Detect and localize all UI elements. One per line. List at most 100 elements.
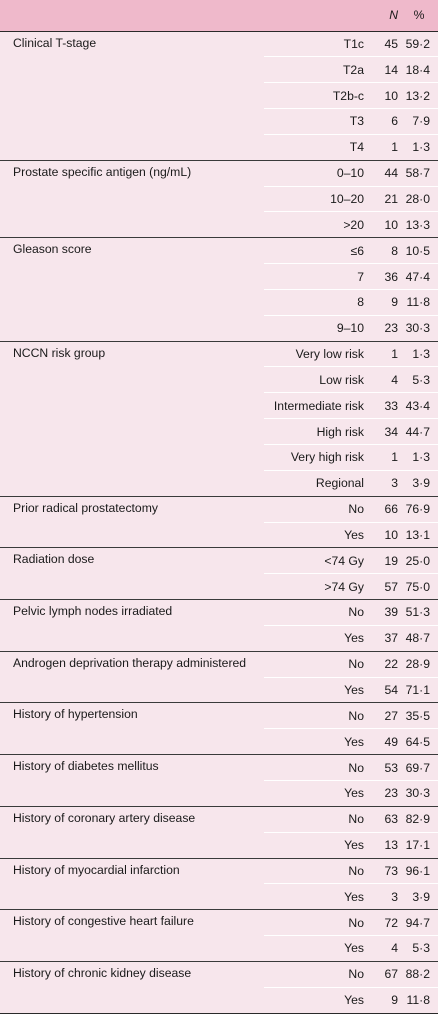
group-label: Radiation dose bbox=[13, 552, 95, 567]
row-count: 8 bbox=[372, 237, 402, 265]
row-count: 14 bbox=[372, 56, 402, 84]
row-category: T2a bbox=[264, 56, 372, 84]
group-label: History of myocardial infarction bbox=[13, 862, 180, 877]
table-row: Gleason score ≤6 8 10·5 bbox=[0, 237, 438, 265]
row-percent: 13·2 bbox=[402, 82, 438, 110]
row-count: 54 bbox=[384, 683, 398, 698]
row-count: 10 bbox=[372, 82, 402, 110]
row-category: 10–20 bbox=[264, 186, 372, 213]
group-label: History of congestive heart failure bbox=[13, 914, 194, 929]
row-percent: 75·0 bbox=[405, 579, 430, 594]
row-count: 23 bbox=[384, 786, 398, 801]
row-count: 21 bbox=[372, 186, 402, 213]
table-row: Intermediate risk 33 43·4 bbox=[0, 392, 438, 420]
row-count: 4 bbox=[391, 941, 398, 956]
header-blank bbox=[0, 0, 264, 32]
table-row: Yes 4 5·3 bbox=[0, 936, 438, 962]
table-group: Prior radical prostatectomy No 66 76·9 Yes 10… bbox=[0, 496, 438, 548]
table-row: Yes 10 13·1 bbox=[0, 522, 438, 548]
table-row: Prostate specific antigen (ng/mL) 0–10 44 5… bbox=[0, 160, 438, 187]
table-row: History of diabetes mellitus No 53 69·7 bbox=[0, 754, 438, 781]
row-category: High risk bbox=[264, 418, 372, 445]
row-percent: 59·2 bbox=[402, 31, 438, 58]
row-count: 13 bbox=[384, 838, 398, 853]
table-row: Yes 37 48·7 bbox=[0, 625, 438, 651]
row-percent: 1·3 bbox=[402, 444, 438, 471]
row-percent: 3·9 bbox=[412, 476, 430, 491]
row-percent: 11·8 bbox=[402, 289, 438, 316]
row-category: No bbox=[264, 961, 372, 988]
row-percent: 58·7 bbox=[402, 160, 438, 187]
row-percent: 11·8 bbox=[406, 993, 431, 1008]
row-count: 22 bbox=[372, 651, 402, 678]
header-row: N % bbox=[0, 0, 438, 32]
row-count: 53 bbox=[372, 754, 402, 781]
row-category: 9–10 bbox=[336, 321, 364, 336]
row-count: 44 bbox=[372, 160, 402, 187]
row-percent: 76·9 bbox=[402, 496, 438, 523]
table-row: T4 1 1·3 bbox=[0, 134, 438, 160]
row-percent: 13·1 bbox=[405, 527, 430, 542]
row-percent: 94·7 bbox=[402, 909, 438, 937]
table-row: Yes 49 64·5 bbox=[0, 729, 438, 755]
table-group: Pelvic lymph nodes irradiated No 39 51·3 Yes… bbox=[0, 599, 438, 652]
group-label: History of hypertension bbox=[13, 707, 138, 722]
row-count: 6 bbox=[372, 108, 402, 135]
table-row: Regional 3 3·9 bbox=[0, 470, 438, 496]
row-category: No bbox=[264, 754, 372, 781]
row-count: 36 bbox=[372, 263, 402, 290]
row-percent: 28·0 bbox=[402, 186, 438, 213]
row-category: No bbox=[264, 702, 372, 730]
row-count: 39 bbox=[372, 599, 402, 626]
row-percent: 3·9 bbox=[412, 889, 430, 904]
row-percent: 47·4 bbox=[402, 263, 438, 290]
row-category: >74 Gy bbox=[324, 579, 364, 594]
row-count: 72 bbox=[372, 909, 402, 937]
row-category: No bbox=[264, 858, 372, 885]
row-percent: 71·1 bbox=[405, 683, 430, 698]
row-category: >20 bbox=[343, 217, 364, 232]
row-percent: 69·7 bbox=[402, 754, 438, 781]
row-count: 27 bbox=[372, 702, 402, 730]
header-blank-sub bbox=[264, 0, 372, 32]
row-category: Yes bbox=[344, 527, 364, 542]
table-row: Yes 54 71·1 bbox=[0, 677, 438, 703]
row-count: 45 bbox=[372, 31, 402, 58]
group-label: History of diabetes mellitus bbox=[13, 759, 159, 774]
row-count: 63 bbox=[372, 806, 402, 833]
row-category: 0–10 bbox=[264, 160, 372, 187]
table-row: T2b-c 10 13·2 bbox=[0, 82, 438, 110]
row-category: No bbox=[264, 651, 372, 678]
table-group: History of coronary artery disease No 63 82… bbox=[0, 806, 438, 858]
row-percent: 17·1 bbox=[405, 838, 430, 853]
row-category: Intermediate risk bbox=[264, 392, 372, 420]
row-count: 10 bbox=[384, 527, 398, 542]
row-category: T1c bbox=[264, 31, 372, 58]
table-group: History of diabetes mellitus No 53 69·7 Yes 2… bbox=[0, 754, 438, 807]
row-count: 1 bbox=[391, 140, 398, 155]
row-count: 66 bbox=[372, 496, 402, 523]
row-count: 33 bbox=[372, 392, 402, 420]
row-category: Yes bbox=[344, 786, 364, 801]
group-label: Androgen deprivation therapy administere… bbox=[13, 655, 247, 670]
table-row: Yes 23 30·3 bbox=[0, 780, 438, 806]
row-count: 1 bbox=[372, 444, 402, 471]
table-row: Radiation dose <74 Gy 19 25·0 bbox=[0, 547, 438, 575]
row-category: 7 bbox=[264, 263, 372, 290]
table-group: History of chronic kidney disease No 67 88·… bbox=[0, 961, 438, 1014]
group-label: History of coronary artery disease bbox=[13, 810, 196, 825]
table-row: History of myocardial infarction No 73 96·1 bbox=[0, 858, 438, 885]
row-count: 9 bbox=[372, 289, 402, 316]
row-percent: 1·3 bbox=[402, 341, 438, 368]
row-percent: 25·0 bbox=[402, 547, 438, 575]
table-group: Clinical T-stage T1c 45 59·2 T2a 14 18·4 T2b-c 1… bbox=[0, 31, 438, 161]
table-group: Prostate specific antigen (ng/mL) 0–10 44 5… bbox=[0, 160, 438, 238]
row-percent: 35·5 bbox=[402, 702, 438, 730]
row-category: No bbox=[264, 599, 372, 626]
row-count: 3 bbox=[391, 476, 398, 491]
row-percent: 1·3 bbox=[412, 140, 430, 155]
table-group: History of myocardial infarction No 73 96·1… bbox=[0, 858, 438, 910]
table-group: NCCN risk group Very low risk 1 1·3 Low risk… bbox=[0, 341, 438, 497]
row-percent: 28·9 bbox=[402, 651, 438, 678]
